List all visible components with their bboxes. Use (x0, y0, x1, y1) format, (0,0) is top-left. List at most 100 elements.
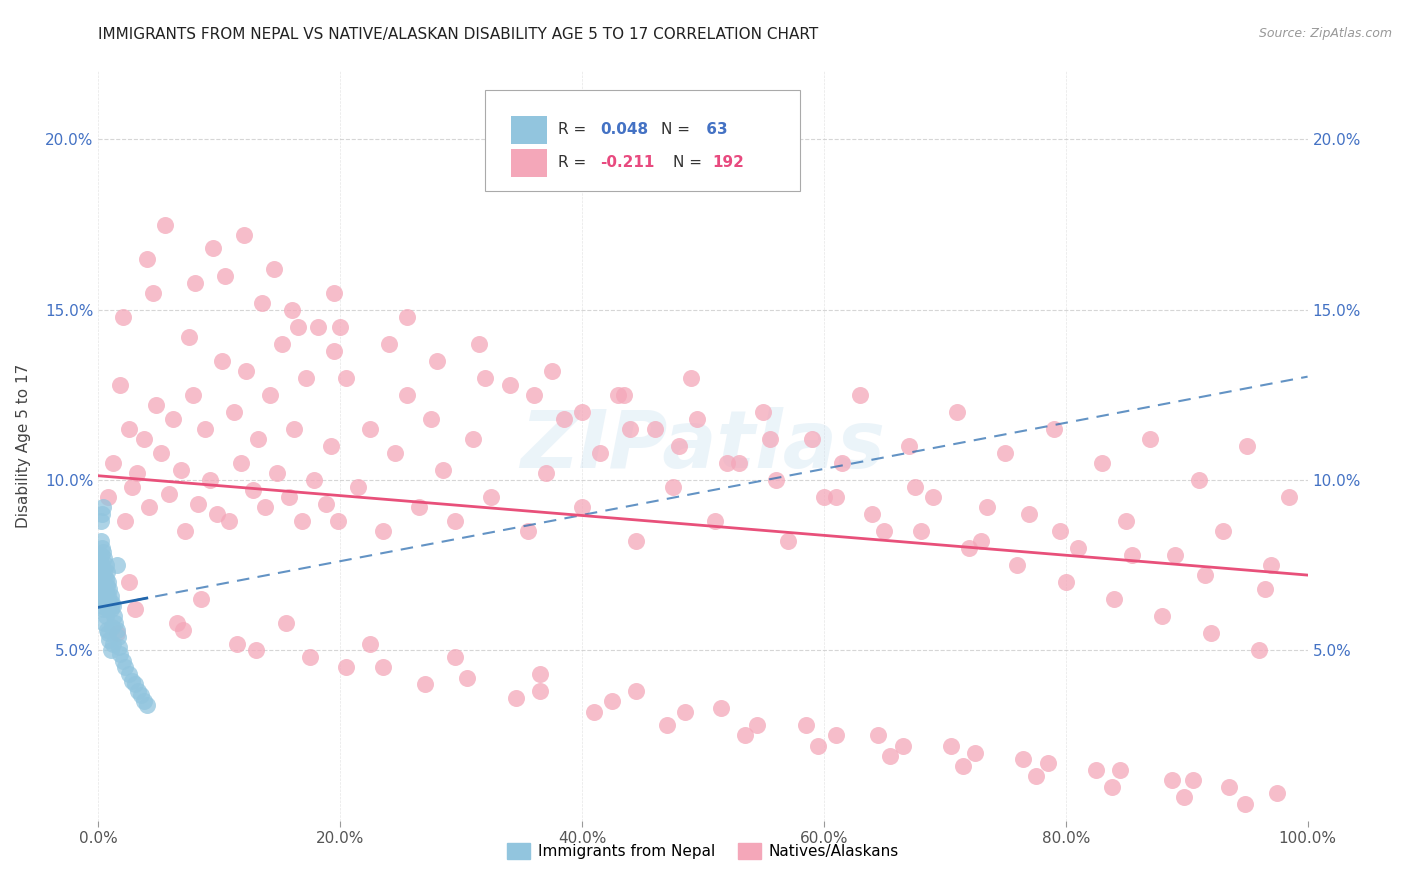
Point (172, 623, 194, 637)
Point (101, 599, 124, 613)
Point (108, 640, 131, 654)
Point (1007, 558, 1029, 573)
Point (91, 589, 114, 603)
Point (1233, 797, 1256, 811)
Point (873, 524, 896, 538)
Point (118, 667, 141, 681)
Point (1212, 524, 1234, 538)
Point (1173, 789, 1195, 804)
Point (710, 701, 733, 715)
Point (516, 524, 538, 538)
Point (94, 609, 117, 624)
Point (90, 514, 112, 528)
Point (794, 718, 817, 732)
Point (100, 619, 122, 633)
FancyBboxPatch shape (485, 90, 800, 191)
Point (100, 602, 122, 616)
Point (1036, 756, 1059, 770)
Point (589, 446, 612, 460)
Point (166, 616, 188, 631)
Point (114, 514, 136, 528)
Point (655, 718, 678, 732)
Point (101, 456, 124, 470)
Point (315, 497, 337, 511)
Point (97, 589, 120, 603)
Point (287, 319, 309, 334)
Point (765, 473, 787, 487)
Point (242, 483, 264, 498)
Point (347, 480, 370, 494)
Point (1161, 772, 1184, 787)
Point (626, 684, 648, 698)
Point (93, 616, 115, 631)
Point (1254, 582, 1277, 596)
Point (335, 371, 357, 385)
Point (91, 541, 114, 556)
Point (226, 636, 249, 650)
Point (626, 534, 648, 549)
FancyBboxPatch shape (510, 149, 547, 177)
Point (529, 667, 551, 681)
Point (181, 388, 204, 402)
Point (187, 497, 209, 511)
Point (644, 422, 666, 436)
Point (96, 565, 118, 579)
Text: 63: 63 (700, 122, 727, 137)
Point (1024, 769, 1046, 783)
Point (214, 268, 236, 283)
Point (98, 633, 121, 648)
Point (129, 688, 152, 702)
Point (1042, 422, 1064, 436)
Point (976, 500, 998, 515)
Point (308, 319, 330, 334)
Point (198, 473, 221, 487)
Point (290, 514, 312, 528)
Point (1188, 473, 1211, 487)
Point (1152, 609, 1174, 624)
Point (96, 579, 118, 593)
Point (540, 364, 562, 378)
Point (395, 310, 418, 324)
Point (583, 705, 606, 719)
Point (97, 490, 120, 504)
Point (138, 500, 160, 515)
Point (728, 456, 751, 470)
Point (90, 534, 112, 549)
Point (94, 572, 117, 586)
Point (179, 330, 201, 344)
Point (776, 534, 799, 549)
Legend: Immigrants from Nepal, Natives/Alaskans: Immigrants from Nepal, Natives/Alaskans (501, 838, 905, 865)
Point (93, 592, 115, 607)
Point (93, 551, 115, 566)
Text: R =: R = (558, 122, 591, 137)
Point (420, 411, 443, 425)
Point (807, 739, 830, 753)
Point (613, 388, 636, 402)
Point (444, 650, 467, 665)
Point (100, 596, 122, 610)
Point (150, 446, 173, 460)
Point (202, 242, 225, 256)
Point (1278, 490, 1301, 504)
Point (184, 276, 207, 290)
Point (250, 296, 273, 310)
Point (266, 467, 288, 481)
Point (716, 456, 738, 470)
Point (91, 599, 114, 613)
Text: N =: N = (672, 155, 707, 170)
Point (108, 647, 131, 661)
Point (107, 630, 129, 644)
Point (1091, 456, 1114, 470)
Point (939, 739, 962, 753)
Point (135, 698, 157, 712)
Point (571, 500, 593, 515)
Text: -0.211: -0.211 (600, 155, 655, 170)
Point (444, 514, 467, 528)
Point (752, 405, 775, 419)
Point (498, 377, 520, 392)
Point (89, 582, 111, 596)
Point (602, 694, 624, 708)
Point (97, 602, 120, 616)
Point (319, 439, 342, 453)
Point (93, 565, 115, 579)
